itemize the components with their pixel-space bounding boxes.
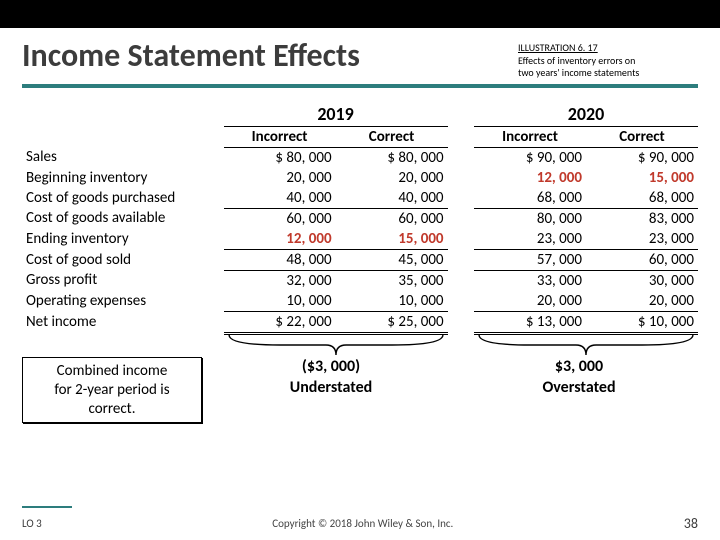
year-2019-header: 2019 [224,102,448,127]
illustration-line2: two years' income statements [518,66,639,79]
row-operating-expenses: Operating expenses 10, 000 10, 000 20, 0… [22,291,698,312]
year-2020-header: 2020 [474,102,698,127]
learning-objective: LO 3 [22,517,42,530]
row-gross-profit: Gross profit 32, 000 35, 000 33, 000 30,… [22,270,698,291]
title-row: Income Statement Effects ILLUSTRATION 6.… [0,28,720,80]
illustration-note: ILLUSTRATION 6. 17 Effects of inventory … [518,36,698,80]
combined-income-note: Combined income for 2-year period is cor… [22,357,202,423]
col-2019-correct: Correct [336,126,448,147]
footer: LO 3 Copyright © 2018 John Wiley & Son, … [0,515,720,532]
diff-2019: ($3, 000) Understated [220,357,442,399]
diff-2020: $3, 000 Overstated [468,357,690,399]
brace-row [22,333,698,355]
row-cost-goods-purchased: Cost of goods purchased 40, 000 40, 000 … [22,188,698,209]
row-net-income: Net income $ 22, 000 $ 25, 000 $ 13, 000… [22,311,698,333]
col-2020-incorrect: Incorrect [474,126,586,147]
row-beginning-inventory: Beginning inventory 20, 000 20, 000 12, … [22,168,698,188]
top-bar [0,0,720,28]
copyright-text: Copyright © 2018 John Wiley & Son, Inc. [42,517,684,530]
row-sales: Sales $ 80, 000 $ 80, 000 $ 90, 000 $ 90… [22,147,698,168]
lo-underline [22,506,72,508]
row-cost-goods-sold: Cost of good sold 48, 000 45, 000 57, 00… [22,249,698,270]
income-statement-table: 2019 2020 Incorrect Correct Incorrect Co… [22,102,698,356]
row-ending-inventory: Ending inventory 12, 000 15, 000 23, 000… [22,229,698,250]
illustration-line1: Effects of inventory errors on [518,54,635,67]
table-container: 2019 2020 Incorrect Correct Incorrect Co… [0,88,720,356]
bottom-row: Combined income for 2-year period is cor… [0,355,720,423]
col-2019-incorrect: Incorrect [224,126,336,147]
row-cost-goods-available: Cost of goods available 60, 000 60, 000 … [22,208,698,229]
illustration-code: ILLUSTRATION 6. 17 [518,41,598,54]
brace-icon [224,333,448,357]
page-number: 38 [684,515,698,532]
page-title: Income Statement Effects [22,36,518,75]
col-2020-correct: Correct [586,126,698,147]
brace-icon [474,333,698,357]
